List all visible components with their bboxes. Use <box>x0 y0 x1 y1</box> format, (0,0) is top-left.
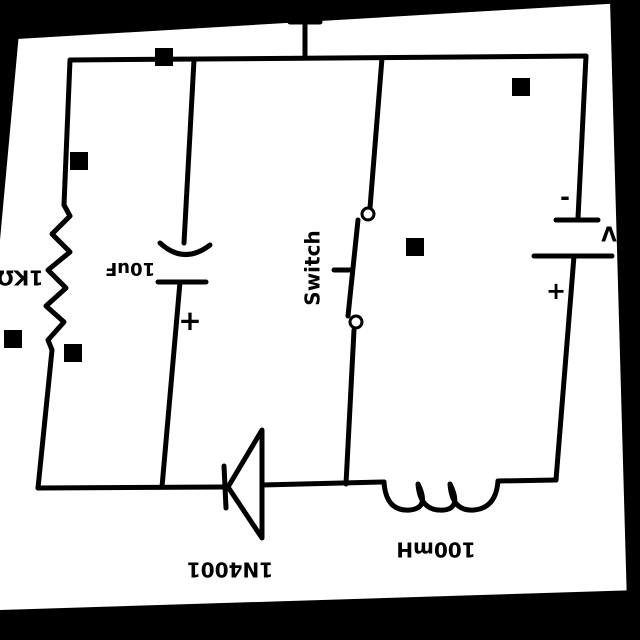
marker-square <box>4 330 22 348</box>
marker-square <box>512 78 530 96</box>
switch-label: Switch <box>301 230 325 305</box>
wire-batt-lower <box>553 253 577 483</box>
wire-switch-lower <box>343 327 357 487</box>
capacitor-polarity: + <box>178 304 201 337</box>
wire-bottom-left <box>35 484 225 491</box>
wire-top <box>67 53 589 63</box>
frame-left <box>0 0 22 240</box>
capacitor-curved-plate <box>157 240 213 257</box>
marker-square <box>70 152 88 170</box>
wire-cap-upper <box>181 57 197 246</box>
battery-minus: - <box>560 183 570 211</box>
resistor-label: 1KΩ <box>0 266 43 290</box>
wire-left-upper <box>61 57 73 208</box>
wire-bottom-mid <box>259 479 387 488</box>
diode-label: 1N4001 <box>187 558 273 582</box>
battery-plus: + <box>546 277 566 305</box>
frame-right <box>610 0 640 640</box>
wire-left-lower <box>35 347 55 491</box>
marker-square <box>155 48 173 66</box>
marker-square <box>64 344 82 362</box>
wire-bottom-right <box>495 477 559 484</box>
diode-triangle <box>225 427 265 541</box>
wire-switch-upper <box>367 55 385 211</box>
inductor-label: 100mH <box>396 538 475 562</box>
switch-contact-bottom <box>348 314 364 330</box>
wire-batt-upper <box>575 53 589 221</box>
marker-square <box>406 238 424 256</box>
wire-cap-lower <box>159 279 183 490</box>
capacitor-label: 10uF <box>105 258 155 279</box>
inductor <box>381 478 501 513</box>
diode-bar <box>221 463 229 511</box>
switch-contact-top <box>360 206 376 222</box>
resistor <box>43 202 73 353</box>
frame-bottom <box>0 590 640 640</box>
battery-label: 5V <box>601 222 631 246</box>
